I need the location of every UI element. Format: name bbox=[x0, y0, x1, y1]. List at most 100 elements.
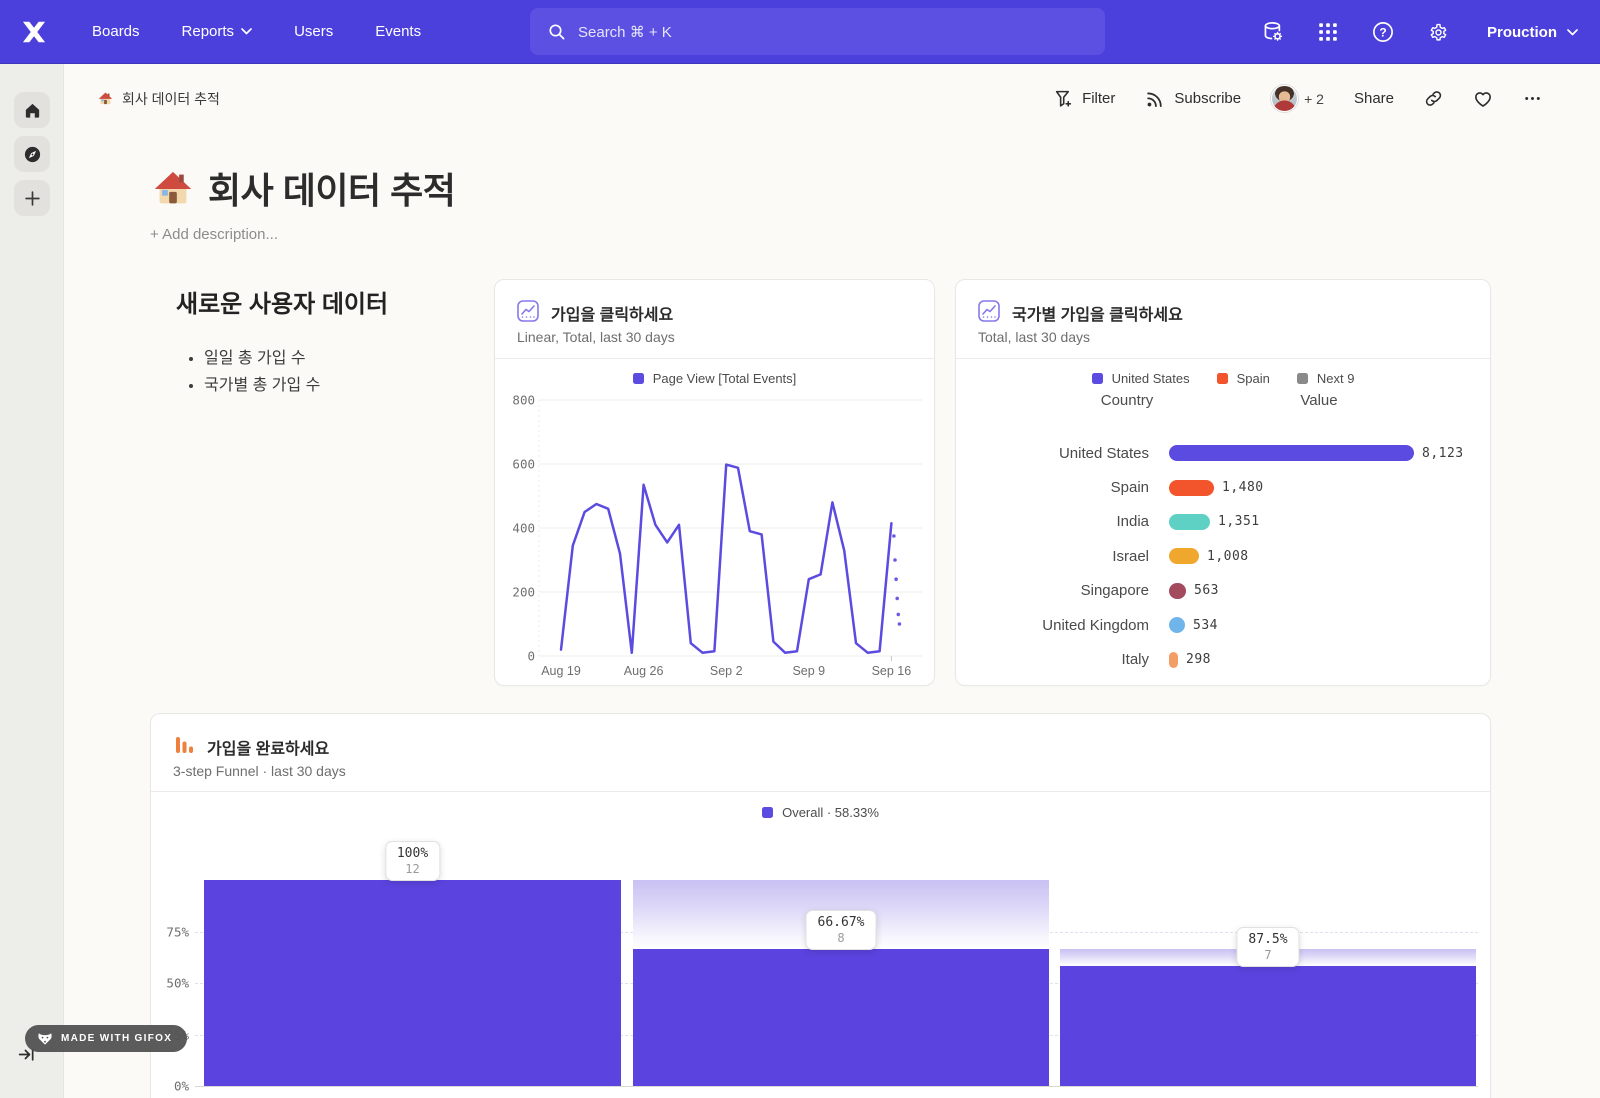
compass-icon bbox=[24, 146, 40, 162]
line-chart-legend[interactable]: Page View [Total Events] bbox=[495, 365, 934, 391]
nav-reports[interactable]: Reports bbox=[182, 23, 253, 40]
funnel-step-percent: 87.5% bbox=[1248, 931, 1288, 947]
country-bar bbox=[1169, 548, 1199, 565]
text-card[interactable]: 새로운 사용자 데이터 일일 총 가입 수 국가별 총 가입 수 bbox=[176, 284, 496, 399]
primary-nav: Boards Reports Users Events bbox=[92, 23, 421, 40]
insights-report-icon bbox=[517, 300, 539, 322]
data-management-icon[interactable] bbox=[1261, 20, 1285, 44]
divider bbox=[495, 358, 934, 359]
funnel-step-percent: 100% bbox=[396, 846, 429, 861]
country-label: Israel bbox=[1112, 547, 1149, 565]
chart-title: 가입을 완료하세요 bbox=[207, 741, 330, 758]
country-value: 1,008 bbox=[1207, 548, 1249, 564]
filter-button[interactable]: Filter bbox=[1054, 89, 1115, 108]
funnel-step-count: 7 bbox=[1264, 947, 1272, 962]
country-value: 563 bbox=[1194, 583, 1219, 599]
nav-events[interactable]: Events bbox=[375, 23, 422, 40]
copy-link-button[interactable] bbox=[1424, 89, 1443, 108]
country-value: 534 bbox=[1193, 617, 1218, 633]
project-switcher[interactable]: Prouction bbox=[1487, 24, 1578, 41]
favorite-button[interactable] bbox=[1473, 89, 1493, 109]
funnel-chart-card[interactable]: 가입을 완료하세요 3-step Funnel · last 30 days O… bbox=[150, 713, 1491, 1098]
country-bar bbox=[1169, 617, 1185, 634]
funnel-step-count: 8 bbox=[837, 930, 845, 945]
help-icon[interactable]: ? bbox=[1371, 20, 1395, 44]
line-chart-card[interactable]: 가입을 클릭하세요 Linear, Total, last 30 days Pa… bbox=[494, 279, 935, 686]
funnel-baseline bbox=[195, 1086, 1478, 1087]
country-row[interactable]: Singapore 563 bbox=[956, 574, 1490, 608]
line-chart-card-header[interactable]: 가입을 클릭하세요 Linear, Total, last 30 days bbox=[495, 280, 934, 358]
mixpanel-logo[interactable] bbox=[14, 12, 54, 52]
legend-swatch bbox=[1091, 372, 1103, 384]
svg-text:400: 400 bbox=[512, 521, 535, 536]
funnel-step-bar[interactable] bbox=[204, 880, 621, 1086]
discover-button[interactable] bbox=[14, 136, 50, 172]
funnel-tooltip: 87.5% 7 bbox=[1236, 926, 1300, 967]
country-card-header[interactable]: 국가별 가입을 클릭하세요 Total, last 30 days bbox=[956, 280, 1490, 358]
ellipsis-icon bbox=[1525, 97, 1540, 100]
rss-icon bbox=[1147, 92, 1163, 107]
home-button[interactable] bbox=[14, 92, 50, 128]
country-value: 8,123 bbox=[1422, 445, 1464, 461]
country-row[interactable]: Spain 1,480 bbox=[956, 470, 1490, 504]
bullet-item: 일일 총 가입 수 bbox=[204, 345, 496, 372]
country-row-truncated[interactable] bbox=[956, 677, 1490, 685]
search-input[interactable]: Search ⌘ + K bbox=[530, 8, 1105, 55]
legend-item-united-states[interactable]: United States bbox=[1091, 371, 1190, 386]
text-card-bullets: 일일 총 가입 수 국가별 총 가입 수 bbox=[188, 345, 496, 399]
heart-icon bbox=[1475, 91, 1491, 107]
page-title-block: 회사 데이터 추적 bbox=[150, 162, 456, 214]
subscribe-button[interactable]: Subscribe bbox=[1145, 89, 1241, 109]
add-description-field[interactable]: + Add description... bbox=[150, 226, 278, 243]
line-chart-plot[interactable]: 800 600 400 200 0 Aug 19 Aug 26 Sep 2 Sep 9 Sep 1… bbox=[495, 388, 936, 686]
legend-item-spain[interactable]: Spain bbox=[1216, 371, 1270, 386]
svg-text:800: 800 bbox=[512, 393, 535, 408]
top-navigation-bar: Boards Reports Users Events Search ⌘ + K bbox=[0, 0, 1600, 64]
legend-swatch bbox=[632, 372, 644, 384]
breadcrumb[interactable]: 회사 데이터 추적 bbox=[97, 89, 220, 109]
create-new-button[interactable] bbox=[14, 180, 50, 216]
country-table: United States 8,123 Spain 1,480 India 1,351 Is… bbox=[956, 436, 1490, 685]
apps-grid-icon[interactable] bbox=[1316, 20, 1340, 44]
settings-gear-icon[interactable] bbox=[1426, 20, 1450, 44]
chart-subtitle: 3-step Funnel · last 30 days bbox=[173, 763, 346, 779]
nav-boards[interactable]: Boards bbox=[92, 23, 140, 40]
funnel-tooltip: 100% 12 bbox=[384, 841, 441, 881]
country-bar bbox=[1169, 513, 1210, 530]
funnel-report-icon bbox=[176, 737, 193, 753]
chevron-down-icon bbox=[1567, 28, 1578, 35]
funnel-legend[interactable]: Overall · 58.33% bbox=[151, 799, 1490, 825]
country-row[interactable]: Italy 298 bbox=[956, 642, 1490, 676]
legend-item-next-9[interactable]: Next 9 bbox=[1296, 371, 1354, 386]
divider bbox=[151, 791, 1490, 792]
toolbar-actions: Filter Subscribe + 2 Share bbox=[1054, 85, 1542, 112]
funnel-step-bar[interactable] bbox=[633, 948, 1049, 1086]
divider bbox=[956, 358, 1490, 359]
funnel-card-header[interactable]: 가입을 완료하세요 3-step Funnel · last 30 days bbox=[151, 714, 1490, 792]
nav-users[interactable]: Users bbox=[294, 23, 334, 40]
house-emoji-icon bbox=[154, 171, 192, 204]
country-row[interactable]: United States 8,123 bbox=[956, 436, 1490, 470]
country-bar-card[interactable]: 국가별 가입을 클릭하세요 Total, last 30 days United… bbox=[955, 279, 1491, 686]
country-row[interactable]: Israel 1,008 bbox=[956, 539, 1490, 573]
svg-text:600: 600 bbox=[512, 457, 535, 472]
home-icon bbox=[25, 103, 39, 118]
more-options-button[interactable] bbox=[1523, 89, 1542, 108]
collaborators[interactable]: + 2 bbox=[1271, 85, 1324, 112]
text-card-heading: 새로운 사용자 데이터 bbox=[176, 291, 389, 318]
funnel-step-count: 12 bbox=[405, 862, 420, 876]
house-emoji-icon bbox=[98, 92, 113, 105]
gifox-label: MADE WITH GIFOX bbox=[61, 1033, 173, 1044]
svg-text:Sep 16: Sep 16 bbox=[872, 664, 912, 678]
share-button[interactable]: Share bbox=[1353, 90, 1394, 107]
country-row[interactable]: India 1,351 bbox=[956, 505, 1490, 539]
chart-title: 국가별 가입을 클릭하세요 bbox=[1012, 307, 1183, 324]
column-header-country: Country bbox=[1100, 392, 1154, 409]
country-label: United Kingdom bbox=[1042, 616, 1149, 634]
country-row[interactable]: United Kingdom 534 bbox=[956, 608, 1490, 642]
funnel-step-bar[interactable] bbox=[1060, 965, 1476, 1086]
gifox-watermark: MADE WITH GIFOX bbox=[25, 1025, 188, 1052]
collaborator-avatar bbox=[1271, 85, 1299, 112]
country-value: 1,480 bbox=[1222, 480, 1264, 496]
